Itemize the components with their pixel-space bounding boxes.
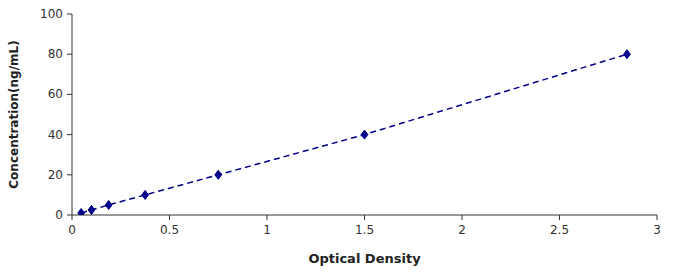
- y-axis-label: Concentration(ng/mL): [7, 40, 21, 188]
- x-tick: [559, 215, 560, 220]
- x-tick-label: 3: [653, 223, 661, 237]
- y-tick: [67, 94, 72, 95]
- marker: [215, 170, 222, 179]
- x-tick: [462, 215, 463, 220]
- chart-container: 0 0.5 1 1.5 2 2.5 3 0 20 40 60 80 100 Optical Density…: [0, 0, 679, 277]
- y-tick: [67, 14, 72, 15]
- x-tick-label: 1.5: [355, 223, 374, 237]
- y-tick-label: 100: [40, 7, 63, 21]
- plot-area: [78, 50, 631, 215]
- y-tick-label: 20: [48, 168, 63, 182]
- y-tick: [67, 54, 72, 55]
- x-tick-label: 2: [458, 223, 466, 237]
- marker: [88, 205, 95, 214]
- y-tick-label: 40: [48, 128, 63, 142]
- x-tick: [364, 215, 365, 220]
- marker: [361, 130, 368, 139]
- marker: [105, 200, 112, 209]
- marker: [142, 190, 149, 199]
- x-tick: [72, 215, 73, 220]
- x-tick: [267, 215, 268, 220]
- y-axis-line: [72, 14, 73, 215]
- y-tick: [67, 215, 72, 216]
- y-tick-label: 80: [48, 47, 63, 61]
- marker: [624, 50, 631, 59]
- chart: 0 0.5 1 1.5 2 2.5 3 0 20 40 60 80 100 Optical Density…: [0, 0, 679, 277]
- x-tick: [169, 215, 170, 220]
- x-tick-label: 1: [263, 223, 271, 237]
- x-tick-label: 2.5: [550, 223, 569, 237]
- x-axis-label: Optical Density: [308, 251, 421, 266]
- marker: [78, 208, 85, 215]
- x-tick-label: 0.5: [160, 223, 179, 237]
- y-tick: [67, 134, 72, 135]
- line: [81, 54, 627, 213]
- y-tick-label: 0: [55, 208, 63, 222]
- x-tick-label: 0: [68, 223, 76, 237]
- axes: 0 0.5 1 1.5 2 2.5 3 0 20 40 60 80 100: [40, 7, 661, 237]
- y-tick-label: 60: [48, 87, 63, 101]
- y-tick: [67, 174, 72, 175]
- x-tick: [657, 215, 658, 220]
